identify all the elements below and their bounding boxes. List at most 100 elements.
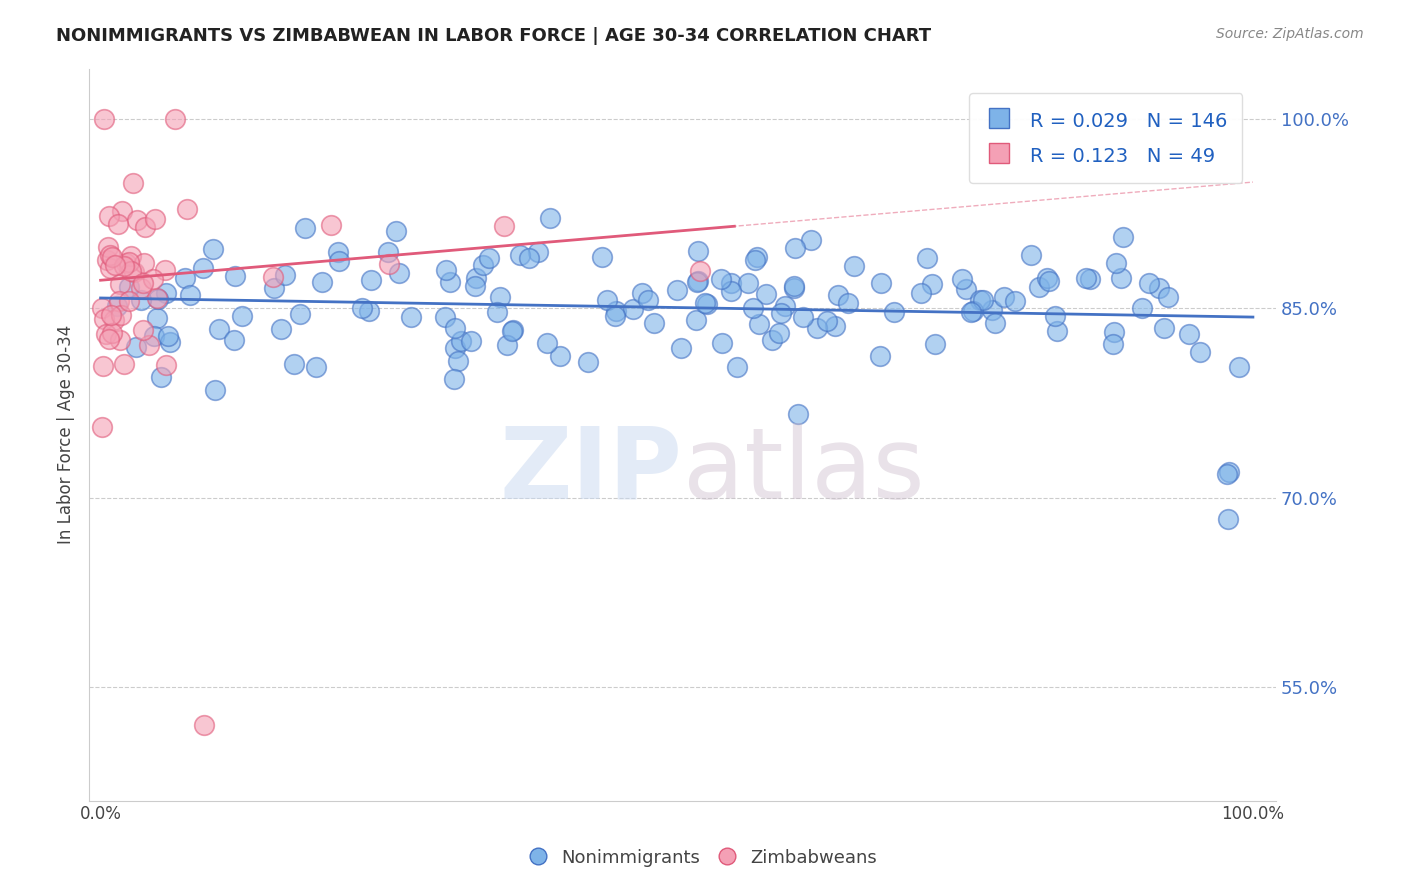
Point bbox=[501, 324, 523, 338]
Point bbox=[150, 370, 173, 384]
Point bbox=[90, 420, 112, 434]
Point bbox=[143, 211, 166, 226]
Point bbox=[104, 258, 127, 272]
Point bbox=[993, 290, 1015, 304]
Point bbox=[120, 263, 142, 277]
Point bbox=[786, 408, 808, 422]
Point bbox=[1153, 321, 1175, 335]
Point bbox=[800, 234, 823, 248]
Point bbox=[134, 220, 156, 235]
Text: NONIMMIGRANTS VS ZIMBABWEAN IN LABOR FORCE | AGE 30-34 CORRELATION CHART: NONIMMIGRANTS VS ZIMBABWEAN IN LABOR FOR… bbox=[56, 27, 931, 45]
Point bbox=[1102, 337, 1125, 351]
Point bbox=[685, 313, 707, 327]
Point bbox=[263, 280, 285, 294]
Point bbox=[689, 264, 711, 278]
Point bbox=[107, 217, 129, 231]
Point bbox=[222, 333, 245, 347]
Point bbox=[815, 314, 838, 328]
Point bbox=[631, 285, 654, 300]
Point bbox=[710, 335, 733, 350]
Point bbox=[146, 292, 169, 306]
Point bbox=[132, 323, 155, 337]
Point bbox=[981, 302, 1004, 317]
Point bbox=[984, 316, 1007, 330]
Point bbox=[1019, 248, 1042, 262]
Point bbox=[596, 293, 619, 307]
Point bbox=[685, 275, 707, 289]
Point bbox=[665, 283, 688, 297]
Point bbox=[842, 259, 865, 273]
Point bbox=[118, 293, 141, 308]
Point bbox=[496, 338, 519, 352]
Point bbox=[444, 321, 467, 335]
Point bbox=[910, 286, 932, 301]
Point bbox=[478, 252, 501, 266]
Point bbox=[748, 317, 770, 331]
Point bbox=[1004, 293, 1026, 308]
Point bbox=[1178, 326, 1201, 341]
Point bbox=[502, 322, 524, 336]
Point bbox=[1109, 270, 1132, 285]
Point bbox=[156, 328, 179, 343]
Point bbox=[1188, 344, 1211, 359]
Point bbox=[460, 334, 482, 349]
Point bbox=[98, 332, 121, 346]
Point bbox=[112, 357, 135, 371]
Point bbox=[696, 297, 718, 311]
Point bbox=[204, 384, 226, 398]
Point bbox=[744, 252, 766, 267]
Point bbox=[90, 301, 112, 315]
Point bbox=[360, 272, 382, 286]
Text: Source: ZipAtlas.com: Source: ZipAtlas.com bbox=[1216, 27, 1364, 41]
Point bbox=[488, 290, 510, 304]
Text: ZIP: ZIP bbox=[499, 423, 682, 520]
Point bbox=[176, 202, 198, 216]
Point bbox=[191, 260, 214, 275]
Point bbox=[837, 296, 859, 310]
Point bbox=[96, 326, 118, 341]
Point bbox=[444, 341, 467, 355]
Point bbox=[132, 256, 155, 270]
Point bbox=[1216, 467, 1239, 481]
Point bbox=[761, 333, 783, 347]
Point bbox=[129, 281, 152, 295]
Point bbox=[290, 307, 312, 321]
Point bbox=[637, 293, 659, 307]
Point bbox=[273, 268, 295, 282]
Point bbox=[434, 263, 457, 277]
Point bbox=[1157, 290, 1180, 304]
Point bbox=[132, 276, 155, 290]
Point bbox=[883, 305, 905, 319]
Point bbox=[155, 358, 177, 372]
Point bbox=[1038, 274, 1060, 288]
Point bbox=[775, 299, 797, 313]
Point bbox=[486, 305, 509, 319]
Point bbox=[384, 224, 406, 238]
Point bbox=[755, 287, 778, 301]
Point bbox=[720, 285, 742, 299]
Point bbox=[159, 334, 181, 349]
Point bbox=[138, 338, 160, 352]
Point bbox=[377, 245, 399, 260]
Point bbox=[538, 211, 561, 226]
Point bbox=[208, 322, 231, 336]
Point bbox=[464, 279, 486, 293]
Point bbox=[792, 310, 814, 324]
Point bbox=[509, 248, 531, 262]
Point bbox=[98, 248, 121, 262]
Point bbox=[108, 277, 131, 291]
Point bbox=[326, 245, 349, 260]
Point bbox=[311, 276, 333, 290]
Point bbox=[93, 311, 115, 326]
Point bbox=[174, 270, 197, 285]
Point bbox=[1218, 465, 1240, 479]
Point bbox=[725, 359, 748, 374]
Point bbox=[870, 276, 893, 290]
Point bbox=[434, 310, 457, 325]
Point bbox=[869, 349, 891, 363]
Point bbox=[643, 317, 665, 331]
Point bbox=[165, 112, 187, 126]
Point bbox=[100, 251, 122, 265]
Point bbox=[97, 240, 120, 254]
Point bbox=[959, 305, 981, 319]
